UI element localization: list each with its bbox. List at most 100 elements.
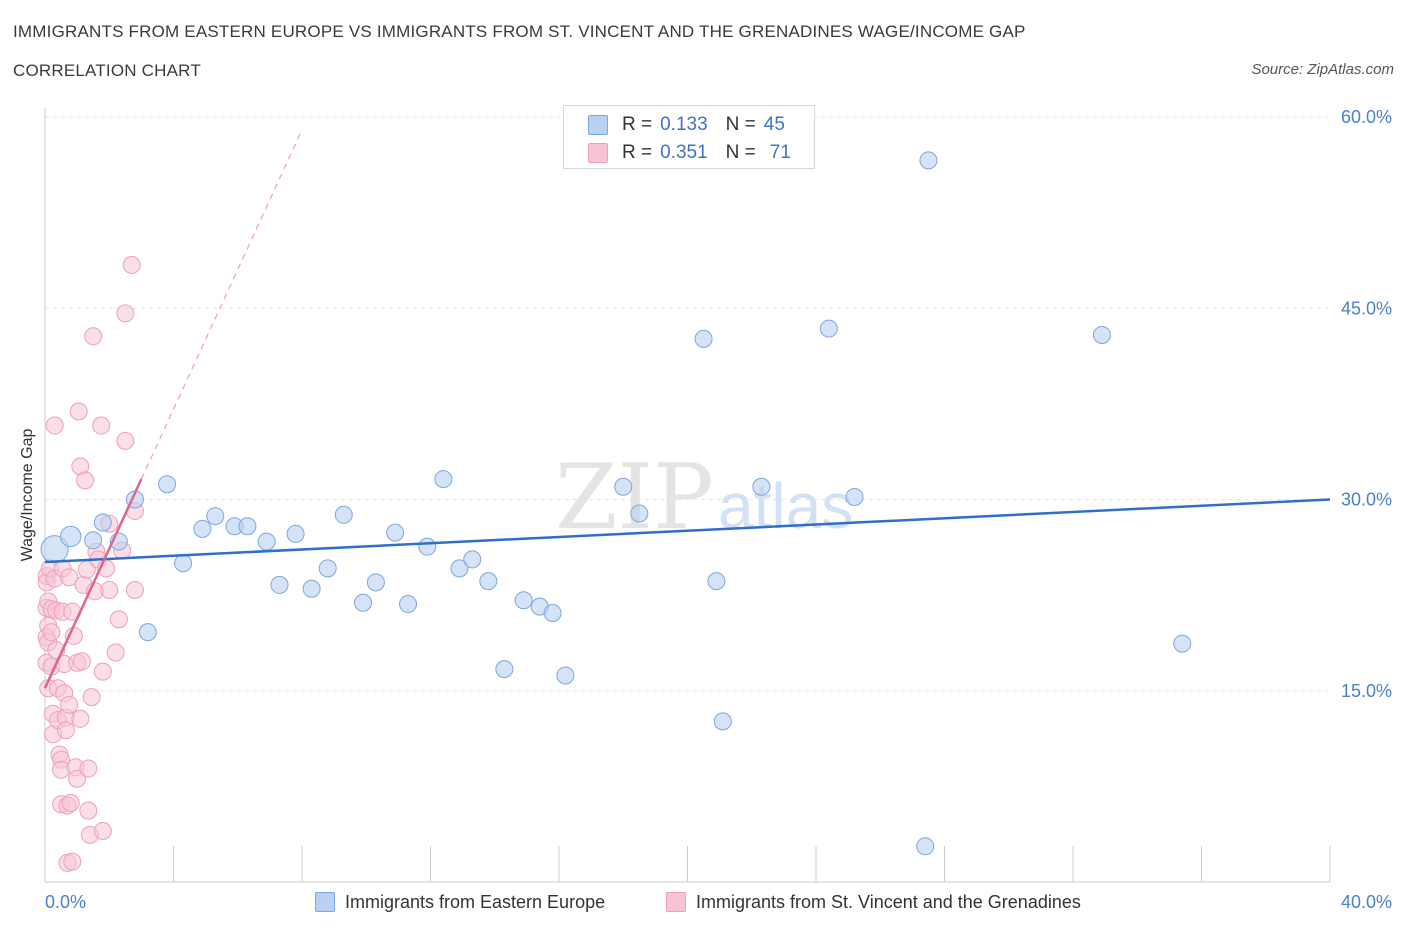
data-point-st-vincent <box>116 431 135 450</box>
data-point-eastern-europe <box>495 660 514 679</box>
legend-r-value: 0.351 <box>660 142 708 163</box>
data-point-eastern-europe <box>318 559 337 578</box>
y-tick-labels: 15.0% 30.0% 45.0% 60.0% <box>1341 107 1392 701</box>
chart-title: IMMIGRANTS FROM EASTERN EUROPE VS IMMIGR… <box>13 22 1026 41</box>
data-point-st-vincent <box>125 581 144 600</box>
x-tick-label: 40.0% <box>1341 892 1392 912</box>
data-point-eastern-europe <box>543 603 562 622</box>
data-point-eastern-europe <box>630 504 649 523</box>
data-point-st-vincent <box>106 643 125 662</box>
data-point-eastern-europe <box>366 573 385 592</box>
data-point-eastern-europe <box>193 519 212 538</box>
trend-line-st-vincent <box>43 478 143 689</box>
legend-r-value: 0.133 <box>660 114 708 135</box>
data-point-st-vincent <box>93 662 112 681</box>
data-point-st-vincent <box>60 695 79 714</box>
data-point-st-vincent <box>56 721 75 740</box>
data-point-st-vincent <box>79 801 98 820</box>
trend-lines <box>43 129 1331 689</box>
data-point-eastern-europe <box>614 477 633 496</box>
y-tick-label: 15.0% <box>1341 681 1392 701</box>
x-tick-labels: 0.0% 40.0% <box>45 892 1392 912</box>
data-point-st-vincent <box>76 471 95 490</box>
data-point-eastern-europe <box>819 319 838 338</box>
data-point-eastern-europe <box>158 475 177 494</box>
data-point-eastern-europe <box>556 666 575 685</box>
legend-n-value: 71 <box>769 142 791 163</box>
bottom-legend-st-vincent: Immigrants from St. Vincent and the Gren… <box>666 890 1081 914</box>
data-point-eastern-europe <box>302 579 321 598</box>
x-tick-label: 0.0% <box>45 892 86 912</box>
data-point-eastern-europe <box>1092 326 1111 345</box>
data-point-eastern-europe <box>916 837 935 856</box>
data-point-eastern-europe <box>713 712 732 731</box>
data-point-st-vincent <box>109 610 128 629</box>
watermark-atlas: atlas <box>718 470 853 542</box>
y-tick-label: 45.0% <box>1341 298 1392 318</box>
bottom-legend-swatch-blue <box>315 892 335 912</box>
data-point-st-vincent <box>63 852 82 871</box>
y-tick-label: 30.0% <box>1341 490 1392 510</box>
legend-n-label: N = <box>725 114 756 135</box>
data-point-st-vincent <box>79 759 98 778</box>
data-point-eastern-europe <box>694 329 713 348</box>
legend-row-st-vincent: R = 0.351 N = 71 <box>588 141 791 165</box>
data-point-eastern-europe <box>707 572 726 591</box>
data-point-eastern-europe <box>479 572 498 591</box>
data-point-eastern-europe <box>40 535 69 564</box>
data-point-eastern-europe <box>334 505 353 524</box>
data-point-eastern-europe <box>270 575 289 594</box>
gridlines <box>45 116 1330 692</box>
data-point-eastern-europe <box>84 531 103 550</box>
data-point-eastern-europe <box>206 507 225 526</box>
data-point-eastern-europe <box>450 559 469 578</box>
data-point-eastern-europe <box>463 550 482 569</box>
legend-swatch-pink <box>588 143 608 163</box>
data-point-eastern-europe <box>434 470 453 489</box>
data-point-st-vincent <box>60 568 79 587</box>
series-eastern-europe-points <box>40 151 1192 856</box>
correlation-legend: R = 0.133 N = 45 R = 0.351 N = 71 <box>563 105 815 169</box>
y-axis-label: Wage/Income Gap <box>19 429 36 562</box>
data-point-eastern-europe <box>919 151 938 170</box>
legend-swatch-blue <box>588 115 608 135</box>
data-point-eastern-europe <box>399 595 418 614</box>
data-point-st-vincent <box>61 793 80 812</box>
data-point-eastern-europe <box>418 537 437 556</box>
data-point-st-vincent <box>68 769 87 788</box>
y-tick-label: 60.0% <box>1341 107 1392 127</box>
legend-n-value: 45 <box>763 114 785 135</box>
bottom-legend-label: Immigrants from Eastern Europe <box>345 891 606 912</box>
data-point-st-vincent <box>122 255 141 274</box>
data-point-eastern-europe <box>286 524 305 543</box>
data-point-eastern-europe <box>174 554 193 573</box>
data-point-st-vincent <box>93 822 112 840</box>
legend-r-label: R = <box>622 142 653 163</box>
axes <box>44 108 1331 883</box>
data-point-st-vincent <box>45 416 64 435</box>
data-point-st-vincent <box>82 688 101 707</box>
data-point-st-vincent <box>84 327 103 346</box>
data-point-st-vincent <box>92 416 111 435</box>
legend-r-label: R = <box>622 114 653 135</box>
bottom-legend-swatch-pink <box>666 892 686 912</box>
data-point-eastern-europe <box>257 532 276 551</box>
data-point-eastern-europe <box>1173 634 1192 653</box>
legend-row-eastern-europe: R = 0.133 N = 45 <box>588 113 785 137</box>
data-point-st-vincent <box>71 709 90 728</box>
data-point-st-vincent <box>72 652 91 671</box>
trend-line-st-vincent-extension <box>140 129 303 480</box>
data-point-st-vincent <box>69 402 88 421</box>
series-svg-points <box>37 255 144 872</box>
data-point-st-vincent <box>116 304 135 323</box>
data-point-eastern-europe <box>93 513 112 532</box>
data-point-eastern-europe <box>59 525 82 548</box>
trend-line-eastern-europe <box>44 498 1331 564</box>
data-point-eastern-europe <box>752 477 771 496</box>
data-point-eastern-europe <box>354 593 373 612</box>
data-point-eastern-europe <box>514 591 533 610</box>
data-point-eastern-europe <box>138 623 157 642</box>
bottom-legend-label: Immigrants from St. Vincent and the Gren… <box>696 891 1081 912</box>
chart-subtitle: CORRELATION CHART <box>13 61 201 80</box>
